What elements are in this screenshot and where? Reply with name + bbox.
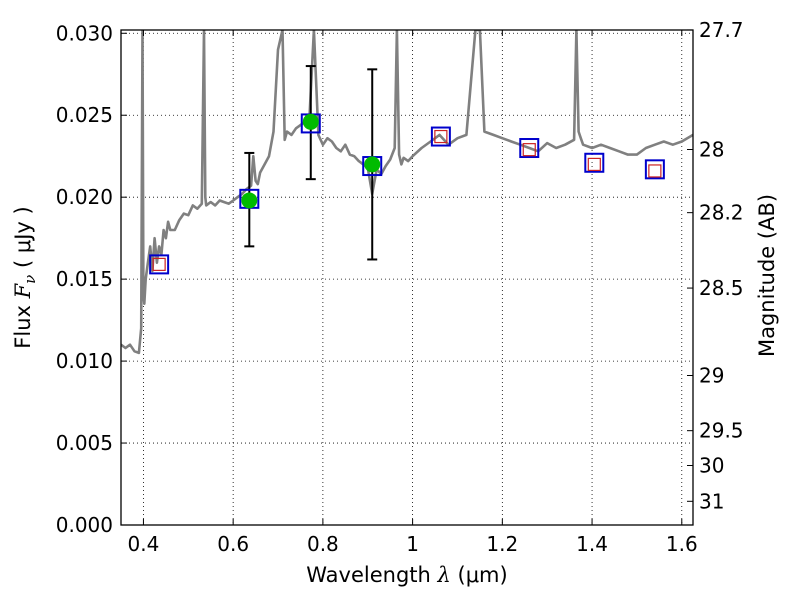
x-axis-label-prefix: Wavelength — [306, 563, 437, 587]
model-photometry-square — [584, 152, 605, 173]
magnitude-tick-label: 29.5 — [699, 419, 744, 443]
y-axis-label-prefix: Flux — [11, 298, 35, 348]
other-photometry-square — [648, 164, 662, 178]
plot-area — [121, 30, 693, 355]
x-tick-label: 1.2 — [486, 532, 518, 556]
y-axis-label-unit: ( μJy ) — [11, 206, 35, 274]
magnitude-tick-label: 28.2 — [699, 201, 744, 225]
magnitude-tick-label: 28.5 — [699, 276, 744, 300]
model-photometry-square — [644, 159, 665, 180]
y-tick-label: 0.030 — [56, 21, 113, 45]
x-tick-label: 0.6 — [217, 532, 249, 556]
model-photometry-square — [430, 126, 451, 147]
observed-point — [302, 113, 319, 130]
x-axis-label: Wavelength λ (μm) — [306, 563, 507, 587]
grid-lines — [121, 30, 693, 526]
model-photometry-square — [149, 254, 170, 275]
y-axis-label-symbol: F — [11, 282, 35, 299]
plot-frame — [120, 29, 694, 526]
y-axis-label-subscript: ν — [21, 275, 39, 284]
x-axis-label-symbol: λ — [437, 563, 451, 587]
x-tick-label: 1 — [406, 532, 419, 556]
other-photometry-square — [587, 157, 601, 172]
y-tick-label: 0.010 — [56, 349, 113, 373]
x-tick-label: 1.6 — [666, 532, 698, 556]
x-tick-label: 0.4 — [128, 532, 160, 556]
other-photometry-square — [434, 129, 448, 144]
x-tick-label: 0.8 — [307, 532, 339, 556]
y-tick-label: 0.000 — [56, 513, 113, 537]
x-tick-label: 1.4 — [576, 532, 608, 556]
axis-ticks: 0.4 0.6 0.8 1 1.2 1.4 1.6 0.000 0.005 0.010 0.015 0… — [56, 18, 744, 556]
magnitude-tick-label: 28 — [699, 137, 724, 161]
y-axis-label: Flux Fν ( μJy ) — [11, 206, 39, 348]
magnitude-tick-label: 31 — [699, 489, 724, 513]
magnitude-tick-label: 27.7 — [699, 18, 744, 42]
other-photometry-square — [152, 257, 166, 271]
y-tick-label: 0.005 — [56, 431, 113, 455]
x-axis-label-unit: (μm) — [451, 563, 508, 587]
magnitude-tick-label: 29 — [699, 364, 724, 388]
magnitude-axis-label: Magnitude (AB) — [755, 194, 779, 357]
y-tick-label: 0.020 — [56, 185, 113, 209]
observed-point — [364, 156, 381, 173]
other-photometry-square — [522, 143, 536, 157]
y-tick-label: 0.015 — [56, 267, 113, 291]
model-spectrum-line — [121, 30, 693, 355]
observed-point — [241, 192, 258, 209]
model-photometry-square — [519, 138, 540, 159]
magnitude-tick-label: 30 — [699, 453, 724, 477]
y-tick-label: 0.025 — [56, 103, 113, 127]
